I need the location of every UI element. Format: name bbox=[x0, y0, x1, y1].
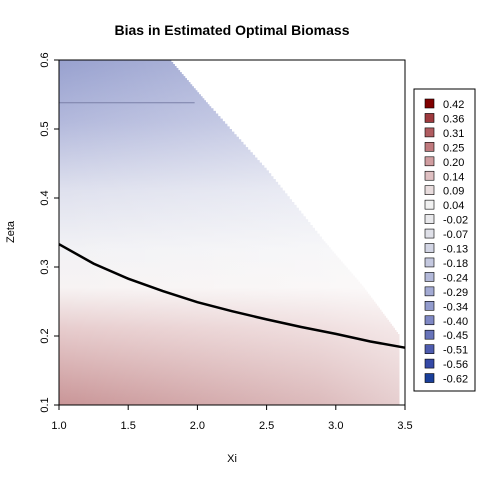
legend-swatch bbox=[424, 373, 435, 383]
legend-swatch bbox=[424, 243, 435, 253]
legend-swatch bbox=[424, 329, 435, 340]
legend: 0.42 0.36 0.31 0.25 0.20 0.14 0.09 0.04 -0.02 -0.… bbox=[413, 88, 476, 392]
legend-swatch bbox=[424, 142, 435, 152]
y-axis-title: Zeta bbox=[5, 220, 17, 243]
legend-swatch bbox=[424, 214, 435, 224]
legend-label: -0.13 bbox=[443, 244, 468, 256]
x-axis: 1.0 1.5 2.0 2.5 3.0 3.5 bbox=[51, 405, 413, 432]
chart-title: Bias in Estimated Optimal Biomass bbox=[115, 22, 350, 38]
legend-label: 0.31 bbox=[443, 128, 464, 140]
legend-label: -0.51 bbox=[443, 345, 468, 357]
legend-swatch bbox=[424, 127, 435, 138]
y-axis: 0.1 0.2 0.3 0.4 0.5 0.6 bbox=[39, 52, 59, 413]
legend-swatch bbox=[424, 113, 435, 123]
legend-label: -0.62 bbox=[443, 374, 468, 386]
legend-swatch bbox=[424, 228, 435, 239]
y-tick-label: 0.5 bbox=[39, 121, 51, 136]
legend-swatch bbox=[424, 185, 435, 195]
legend-swatch bbox=[424, 199, 435, 210]
legend-label: -0.24 bbox=[443, 272, 468, 284]
legend-label: -0.18 bbox=[443, 258, 468, 270]
y-tick-label: 0.6 bbox=[39, 52, 51, 67]
x-tick-label: 2.5 bbox=[259, 420, 274, 432]
legend-label: -0.07 bbox=[443, 229, 468, 241]
legend-label: 0.42 bbox=[443, 99, 464, 111]
legend-swatch bbox=[424, 344, 435, 354]
y-tick-label: 0.2 bbox=[39, 328, 51, 343]
legend-label: -0.45 bbox=[443, 330, 468, 342]
plot-frame bbox=[58, 59, 406, 406]
legend-label: 0.04 bbox=[443, 200, 464, 212]
y-tick-label: 0.4 bbox=[39, 190, 51, 205]
legend-swatch bbox=[424, 156, 435, 167]
x-tick-label: 2.0 bbox=[190, 420, 205, 432]
legend-label: -0.56 bbox=[443, 359, 468, 371]
x-tick-label: 3.0 bbox=[328, 420, 343, 432]
legend-label: 0.09 bbox=[443, 186, 464, 198]
contour-line bbox=[58, 243, 406, 349]
legend-swatch bbox=[424, 358, 435, 369]
legend-label: 0.14 bbox=[443, 171, 464, 183]
heatmap-surface bbox=[59, 60, 400, 405]
legend-swatch bbox=[424, 170, 435, 181]
y-tick-label: 0.1 bbox=[39, 397, 51, 412]
legend-swatch bbox=[424, 257, 435, 268]
legend-swatch bbox=[424, 300, 435, 311]
legend-swatch bbox=[424, 272, 435, 282]
x-tick-label: 3.5 bbox=[397, 420, 412, 432]
legend-swatch bbox=[424, 315, 435, 326]
legend-label: -0.02 bbox=[443, 215, 468, 227]
legend-label: -0.40 bbox=[443, 316, 468, 328]
x-tick-label: 1.0 bbox=[51, 420, 66, 432]
legend-label: -0.34 bbox=[443, 301, 468, 313]
legend-label: -0.29 bbox=[443, 287, 468, 299]
legend-label: 0.20 bbox=[443, 157, 464, 169]
x-axis-title: Xi bbox=[227, 453, 237, 465]
legend-swatch bbox=[424, 286, 435, 297]
y-tick-label: 0.3 bbox=[39, 259, 51, 274]
x-tick-label: 1.5 bbox=[121, 420, 136, 432]
legend-swatch bbox=[424, 98, 435, 109]
legend-label: 0.25 bbox=[443, 142, 464, 154]
legend-box bbox=[413, 88, 476, 392]
legend-label: 0.36 bbox=[443, 113, 464, 125]
